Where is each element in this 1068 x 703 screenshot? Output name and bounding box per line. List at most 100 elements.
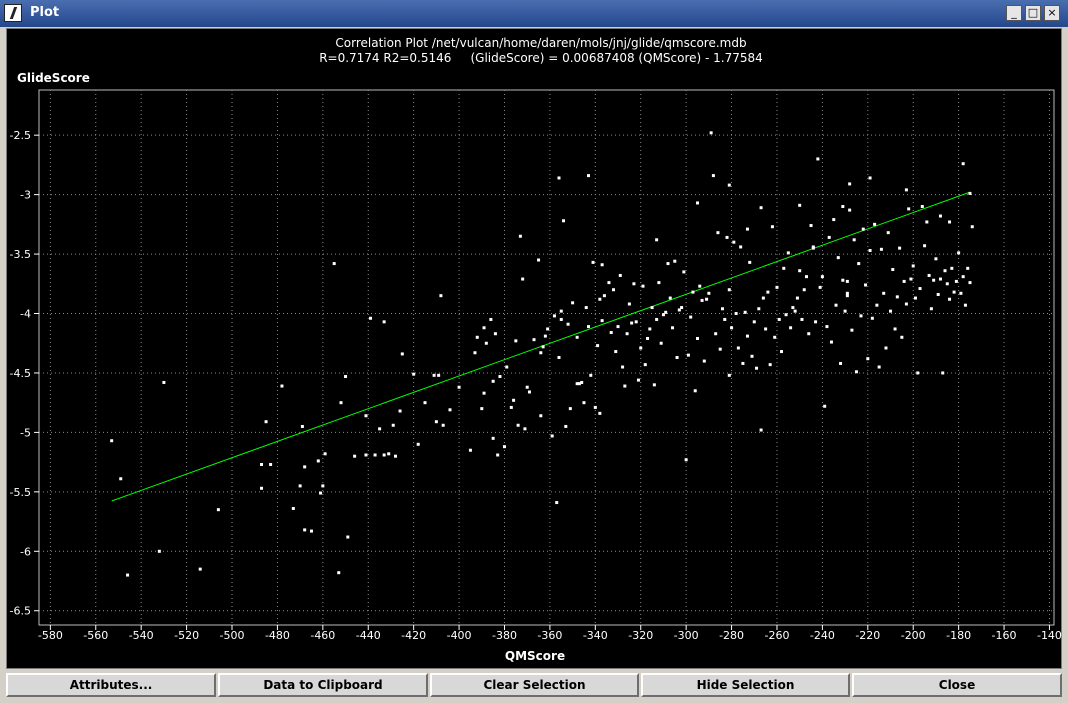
- data-point[interactable]: [457, 385, 461, 389]
- data-point[interactable]: [789, 326, 793, 330]
- data-point[interactable]: [291, 506, 295, 510]
- data-point[interactable]: [834, 303, 838, 307]
- data-point[interactable]: [961, 162, 965, 166]
- data-point[interactable]: [696, 336, 700, 340]
- data-point[interactable]: [743, 310, 747, 314]
- data-point[interactable]: [198, 567, 202, 571]
- data-point[interactable]: [904, 302, 908, 306]
- data-point[interactable]: [636, 378, 640, 382]
- data-point[interactable]: [807, 332, 811, 336]
- data-point[interactable]: [820, 275, 824, 279]
- data-point[interactable]: [734, 312, 738, 316]
- data-point[interactable]: [373, 453, 377, 457]
- data-point[interactable]: [757, 307, 761, 311]
- data-point[interactable]: [475, 335, 479, 339]
- data-point[interactable]: [675, 356, 679, 359]
- data-point[interactable]: [391, 423, 395, 427]
- data-point[interactable]: [802, 288, 806, 292]
- data-point[interactable]: [884, 346, 888, 350]
- data-point[interactable]: [900, 335, 904, 339]
- data-point[interactable]: [836, 256, 840, 260]
- data-point[interactable]: [827, 235, 831, 239]
- data-point[interactable]: [709, 131, 713, 135]
- data-point[interactable]: [616, 325, 620, 329]
- data-point[interactable]: [652, 383, 656, 387]
- data-point[interactable]: [484, 341, 488, 345]
- data-point[interactable]: [873, 222, 877, 226]
- data-point[interactable]: [848, 208, 852, 212]
- data-point[interactable]: [316, 459, 320, 463]
- data-point[interactable]: [727, 183, 731, 187]
- data-point[interactable]: [514, 339, 518, 343]
- data-point[interactable]: [550, 434, 554, 438]
- data-point[interactable]: [473, 351, 477, 355]
- data-point[interactable]: [818, 285, 822, 289]
- data-point[interactable]: [841, 278, 845, 282]
- data-point[interactable]: [369, 316, 373, 320]
- data-point[interactable]: [525, 385, 529, 389]
- chart-svg[interactable]: Correlation Plot /net/vulcan/home/daren/…: [7, 29, 1063, 670]
- data-point[interactable]: [539, 351, 543, 355]
- data-point[interactable]: [730, 326, 734, 330]
- data-point[interactable]: [904, 188, 908, 192]
- data-point[interactable]: [911, 264, 915, 268]
- clear-selection-button[interactable]: Clear Selection: [430, 673, 639, 697]
- data-point[interactable]: [280, 384, 284, 388]
- data-point[interactable]: [780, 350, 784, 354]
- data-point[interactable]: [736, 346, 740, 350]
- data-point[interactable]: [523, 427, 527, 431]
- data-point[interactable]: [566, 322, 570, 326]
- data-point[interactable]: [718, 347, 722, 351]
- data-point[interactable]: [898, 246, 902, 250]
- data-point[interactable]: [893, 327, 897, 331]
- data-point[interactable]: [870, 316, 874, 320]
- data-point[interactable]: [537, 258, 541, 262]
- data-point[interactable]: [761, 296, 765, 300]
- data-point[interactable]: [541, 345, 545, 349]
- data-point[interactable]: [260, 486, 264, 490]
- data-point[interactable]: [916, 371, 920, 375]
- data-point[interactable]: [439, 294, 443, 298]
- data-point[interactable]: [602, 294, 606, 298]
- attributes-button[interactable]: Attributes...: [6, 673, 216, 697]
- data-point[interactable]: [720, 307, 724, 311]
- data-point[interactable]: [705, 297, 709, 301]
- data-point[interactable]: [952, 290, 956, 294]
- hide-selection-button[interactable]: Hide Selection: [641, 673, 850, 697]
- data-point[interactable]: [755, 366, 759, 370]
- data-point[interactable]: [741, 361, 745, 365]
- data-point[interactable]: [800, 317, 804, 321]
- data-point[interactable]: [936, 292, 940, 296]
- data-point[interactable]: [655, 317, 659, 321]
- data-point[interactable]: [698, 284, 702, 288]
- data-point[interactable]: [927, 273, 931, 277]
- maximize-button[interactable]: □: [1025, 5, 1041, 21]
- data-point[interactable]: [353, 454, 357, 458]
- data-point[interactable]: [412, 372, 416, 376]
- data-point[interactable]: [739, 245, 743, 249]
- data-point[interactable]: [309, 529, 313, 533]
- data-point[interactable]: [321, 484, 325, 488]
- data-point[interactable]: [816, 157, 820, 161]
- data-point[interactable]: [337, 571, 341, 575]
- data-point[interactable]: [557, 176, 561, 180]
- data-point[interactable]: [866, 357, 870, 361]
- data-point[interactable]: [745, 227, 749, 231]
- data-point[interactable]: [843, 309, 847, 313]
- data-point[interactable]: [543, 334, 547, 338]
- data-point[interactable]: [823, 404, 827, 408]
- data-point[interactable]: [441, 423, 445, 427]
- data-point[interactable]: [932, 278, 936, 282]
- data-point[interactable]: [954, 279, 958, 283]
- data-point[interactable]: [925, 220, 929, 224]
- data-point[interactable]: [332, 262, 336, 266]
- data-point[interactable]: [607, 281, 611, 285]
- data-point[interactable]: [786, 251, 790, 255]
- data-point[interactable]: [623, 384, 627, 388]
- data-point[interactable]: [832, 218, 836, 222]
- data-point[interactable]: [938, 277, 942, 281]
- data-point[interactable]: [571, 301, 575, 305]
- data-point[interactable]: [700, 298, 704, 302]
- data-point[interactable]: [680, 306, 684, 310]
- data-point[interactable]: [696, 201, 700, 205]
